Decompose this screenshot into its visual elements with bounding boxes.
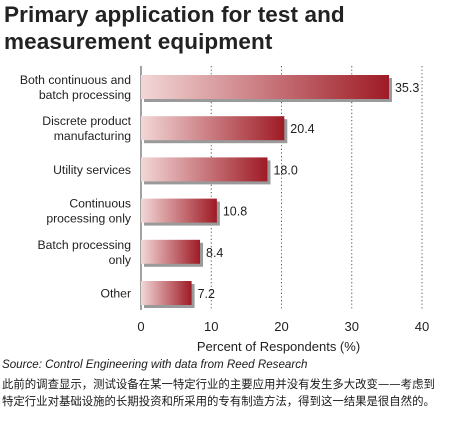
chart-title: Primary application for test and measure…	[4, 2, 345, 54]
category-label: Batch processing	[38, 238, 132, 252]
x-tick-label: 40	[415, 319, 429, 334]
bar	[141, 281, 192, 305]
caption-text: 此前的调查显示，测试设备在某一特定行业的主要应用并没有发生多大改变——考虑到特定…	[2, 377, 435, 408]
source-note: Source: Control Engineering with data fr…	[2, 358, 308, 371]
x-tick-label: 20	[274, 319, 288, 334]
category-label: Discrete product	[42, 114, 131, 128]
data-label: 20.4	[290, 122, 314, 136]
category-label: Other	[101, 287, 131, 301]
gridlines	[140, 66, 423, 310]
category-label: processing only	[46, 212, 132, 226]
bar-chart: 0 10 20 30 40 Percent of Respondents (%) 35.3 B…	[20, 66, 429, 354]
category-label: Both continuous and	[20, 73, 131, 87]
data-label: 18.0	[273, 163, 297, 177]
data-label: 7.2	[198, 287, 215, 301]
category-label: batch processing	[39, 88, 131, 102]
category-label: only	[109, 253, 132, 267]
x-axis-title: Percent of Respondents (%)	[197, 339, 360, 354]
bars	[141, 75, 392, 308]
x-tick-label: 10	[204, 319, 218, 334]
category-label: manufacturing	[54, 129, 131, 143]
bar	[141, 239, 201, 264]
bar	[141, 116, 285, 141]
data-label: 35.3	[395, 81, 419, 95]
x-tick-label: 0	[137, 319, 144, 334]
category-label: Continuous	[69, 197, 131, 211]
data-label: 10.8	[223, 205, 247, 219]
category-label: Utility services	[53, 163, 131, 177]
bar	[141, 157, 268, 182]
bar	[141, 75, 389, 99]
x-tick-label: 30	[345, 319, 359, 334]
data-label: 8.4	[206, 246, 223, 260]
labels: 0 10 20 30 40 Percent of Respondents (%) 35.3 B…	[20, 73, 429, 354]
bar	[141, 198, 217, 223]
